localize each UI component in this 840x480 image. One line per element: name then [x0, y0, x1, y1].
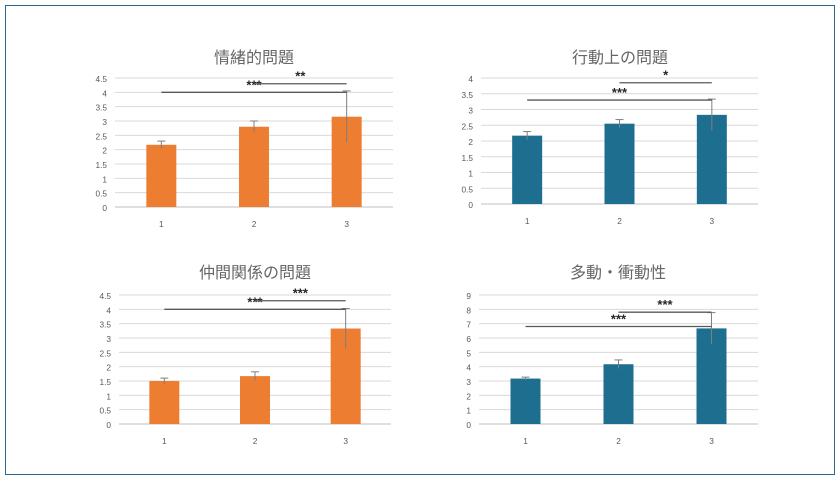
svg-text:3.5: 3.5 — [99, 320, 111, 330]
svg-text:2: 2 — [106, 363, 111, 373]
svg-text:0: 0 — [106, 420, 111, 430]
svg-text:3: 3 — [106, 334, 111, 344]
svg-text:0: 0 — [468, 200, 473, 210]
svg-text:1: 1 — [102, 174, 107, 184]
svg-text:1.5: 1.5 — [99, 377, 111, 387]
svg-text:0.5: 0.5 — [95, 189, 107, 199]
svg-text:1.5: 1.5 — [95, 160, 107, 170]
svg-text:3.5: 3.5 — [461, 90, 473, 100]
svg-text:2: 2 — [102, 146, 107, 156]
svg-text:1: 1 — [468, 169, 473, 179]
svg-text:8: 8 — [466, 305, 471, 315]
svg-text:多動・衝動性: 多動・衝動性 — [570, 264, 666, 282]
svg-text:0.5: 0.5 — [99, 406, 111, 416]
svg-text:***: *** — [611, 312, 627, 327]
svg-text:1: 1 — [466, 406, 471, 416]
svg-text:2: 2 — [253, 436, 258, 446]
svg-text:3: 3 — [343, 436, 348, 446]
svg-text:1: 1 — [523, 436, 528, 446]
svg-text:1: 1 — [162, 436, 167, 446]
svg-text:***: *** — [293, 286, 309, 301]
svg-text:2: 2 — [252, 219, 257, 229]
svg-text:2.5: 2.5 — [95, 131, 107, 141]
svg-text:***: *** — [247, 294, 263, 309]
svg-text:3: 3 — [102, 117, 107, 127]
svg-text:情緒的問題: 情緒的問題 — [214, 49, 294, 67]
svg-text:0: 0 — [102, 203, 107, 213]
svg-text:3: 3 — [709, 436, 714, 446]
svg-text:行動上の問題: 行動上の問題 — [572, 49, 668, 67]
svg-text:2: 2 — [617, 216, 622, 226]
svg-text:9: 9 — [466, 291, 471, 301]
svg-text:4: 4 — [466, 363, 471, 373]
svg-text:4.5: 4.5 — [99, 291, 111, 301]
svg-text:7: 7 — [466, 320, 471, 330]
svg-text:4: 4 — [102, 88, 107, 98]
svg-text:0.5: 0.5 — [461, 184, 473, 194]
svg-text:4.5: 4.5 — [95, 74, 107, 84]
svg-text:0: 0 — [466, 420, 471, 430]
svg-text:4: 4 — [106, 305, 111, 315]
svg-text:***: *** — [612, 85, 628, 100]
svg-text:2: 2 — [466, 391, 471, 401]
svg-text:3.5: 3.5 — [95, 103, 107, 113]
svg-text:1: 1 — [159, 219, 164, 229]
svg-text:***: *** — [246, 77, 262, 92]
svg-text:6: 6 — [466, 334, 471, 344]
svg-text:1: 1 — [106, 391, 111, 401]
svg-text:*: * — [663, 68, 669, 83]
svg-text:***: *** — [657, 297, 673, 312]
svg-text:2.5: 2.5 — [461, 121, 473, 131]
svg-text:1: 1 — [525, 216, 530, 226]
svg-text:3: 3 — [710, 216, 715, 226]
svg-text:3: 3 — [468, 106, 473, 116]
svg-text:**: ** — [295, 69, 306, 84]
svg-text:4: 4 — [468, 74, 473, 84]
svg-text:5: 5 — [466, 348, 471, 358]
svg-text:仲間関係の問題: 仲間関係の問題 — [199, 264, 311, 282]
svg-text:2: 2 — [468, 137, 473, 147]
svg-text:3: 3 — [466, 377, 471, 387]
svg-text:2.5: 2.5 — [99, 348, 111, 358]
svg-text:2: 2 — [616, 436, 621, 446]
svg-text:3: 3 — [344, 219, 349, 229]
svg-text:1.5: 1.5 — [461, 153, 473, 163]
